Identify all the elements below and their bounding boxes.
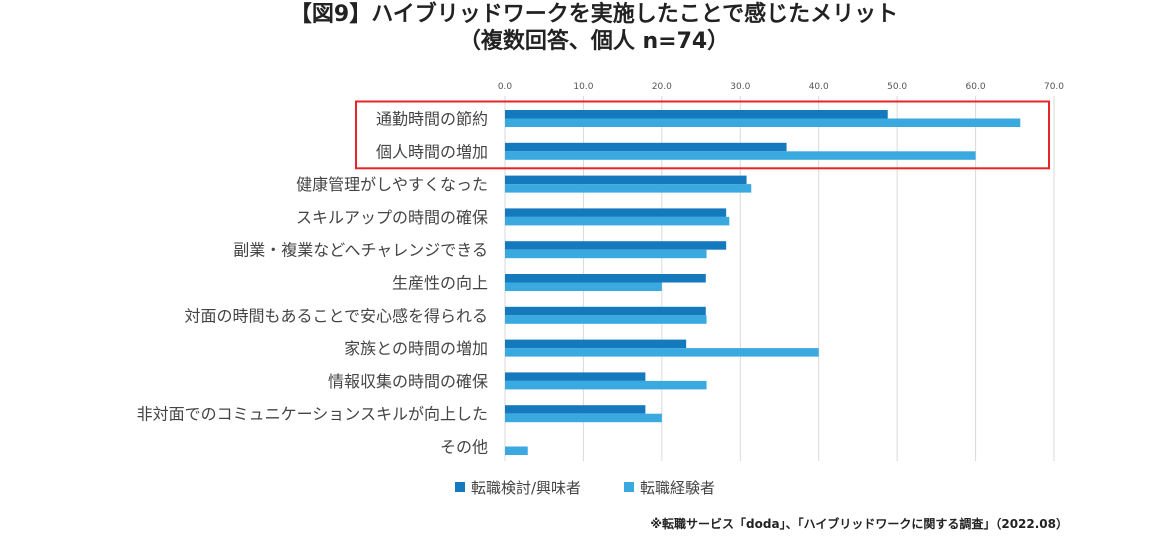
legend-swatch-series-2 <box>624 482 634 492</box>
chart-subtitle: （複数回答、個人 n=74） <box>459 28 729 54</box>
x-tick-label: 20.0 <box>652 82 672 92</box>
legend-label-series-1: 転職検討/興味者 <box>471 479 581 497</box>
bar-series-1 <box>505 339 687 349</box>
legend-swatch-series-1 <box>455 482 465 492</box>
chart-title: 【図9】ハイブリッドワークを実施したことで感じたメリット <box>290 1 898 27</box>
bar-series-2 <box>505 249 707 259</box>
x-tick-label: 10.0 <box>573 82 593 92</box>
bar-series-2 <box>505 151 976 160</box>
x-axis-ticks: 0.0 10.0 20.0 30.0 40.0 50.0 60.0 70.0 <box>498 82 1064 92</box>
x-tick-label: 50.0 <box>887 82 907 92</box>
x-tick-label: 0.0 <box>498 82 513 92</box>
bar-series-1 <box>505 405 646 414</box>
category-label: 健康管理がしやすくなった <box>296 175 488 194</box>
category-label: 生産性の向上 <box>392 274 488 293</box>
category-label: その他 <box>440 438 488 457</box>
legend: 転職検討/興味者 転職経験者 <box>455 479 715 497</box>
bar-series-1 <box>505 142 787 152</box>
bar-series-2 <box>505 184 752 193</box>
bar-series-2 <box>505 348 819 357</box>
bar-series-1 <box>505 372 646 381</box>
category-label: 副業・複業などへチャレンジできる <box>233 241 488 260</box>
category-label: スキルアップの時間の確保 <box>296 208 488 227</box>
x-tick-label: 40.0 <box>809 82 829 92</box>
bar-series-1 <box>505 208 727 217</box>
bar-series-2 <box>505 118 1021 127</box>
bar-series-2 <box>505 315 707 324</box>
category-labels: 通勤時間の節約個人時間の増加健康管理がしやすくなったスキルアップの時間の確保副業… <box>137 110 488 457</box>
bar-series-2 <box>505 413 662 423</box>
bar-series-1 <box>505 274 706 283</box>
category-label: 非対面でのコミュニケーションスキルが向上した <box>137 405 488 424</box>
highlight-box <box>355 100 1050 170</box>
bar-series-1 <box>505 306 706 316</box>
bar-series-1 <box>505 175 747 185</box>
bar-series-2 <box>505 380 707 390</box>
bar-series-2 <box>505 282 662 291</box>
x-tick-label: 30.0 <box>730 82 750 92</box>
category-label: 対面の時間もあることで安心感を得られる <box>184 306 488 325</box>
bars <box>505 110 1021 455</box>
bar-series-2 <box>505 216 730 226</box>
legend-label-series-2: 転職経験者 <box>640 479 715 497</box>
bar-series-1 <box>505 110 888 119</box>
category-label: 通勤時間の節約 <box>376 110 488 129</box>
bar-series-2 <box>505 446 528 455</box>
source-note: ※転職サービス「doda」、「ハイブリッドワークに関する調査」（2022.08） <box>650 516 1068 531</box>
category-label: 家族との時間の増加 <box>344 339 488 358</box>
x-tick-label: 60.0 <box>966 82 986 92</box>
category-label: 個人時間の増加 <box>376 142 488 161</box>
category-label: 情報収集の時間の確保 <box>328 372 488 391</box>
x-tick-label: 70.0 <box>1044 82 1064 92</box>
bar-series-1 <box>505 241 727 250</box>
